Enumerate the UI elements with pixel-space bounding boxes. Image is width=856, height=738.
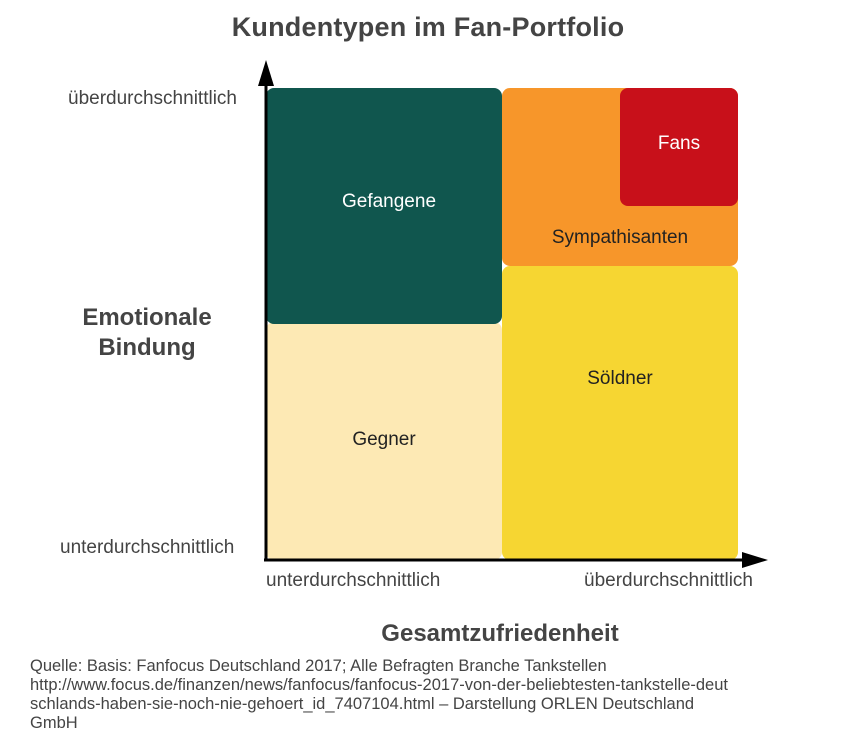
source-line-4: GmbH <box>30 714 78 732</box>
y-axis-high-label: überdurchschnittlich <box>68 88 237 109</box>
segment-gefangene-label: Gefangene <box>342 191 436 212</box>
segment-sympathisanten-label: Sympathisanten <box>552 227 688 248</box>
source-line-2: http://www.focus.de/finanzen/news/fanfoc… <box>30 676 728 694</box>
source-line-3: schlands-haben-sie-noch-nie-gehoert_id_7… <box>30 695 695 713</box>
chart-title: Kundentypen im Fan-Portfolio <box>231 12 625 42</box>
source-line-1: Quelle: Basis: Fanfocus Deutschland 2017… <box>30 657 607 675</box>
segment-gegner <box>266 322 502 560</box>
x-axis-title: Gesamtzufriedenheit <box>381 620 619 647</box>
y-axis-title-line1: Emotionale <box>82 304 212 331</box>
segment-soeldner <box>502 266 738 560</box>
y-axis-title: Emotionale Bindung <box>52 303 242 363</box>
y-axis-arrowhead <box>258 60 274 86</box>
segment-soeldner-label: Söldner <box>587 368 653 389</box>
x-axis-arrowhead <box>742 552 768 568</box>
x-axis-high-label: überdurchschnittlich <box>584 570 753 591</box>
segment-gefangene <box>266 88 502 324</box>
segment-fans-label: Fans <box>658 133 700 154</box>
source-note: Quelle: Basis: Fanfocus Deutschland 2017… <box>30 657 850 733</box>
y-axis-low-label: unterdurchschnittlich <box>60 537 235 558</box>
y-axis-title-line2: Bindung <box>98 334 196 361</box>
segment-fans <box>620 88 738 206</box>
x-axis-low-label: unterdurchschnittlich <box>266 570 441 591</box>
segment-gegner-label: Gegner <box>352 429 416 450</box>
